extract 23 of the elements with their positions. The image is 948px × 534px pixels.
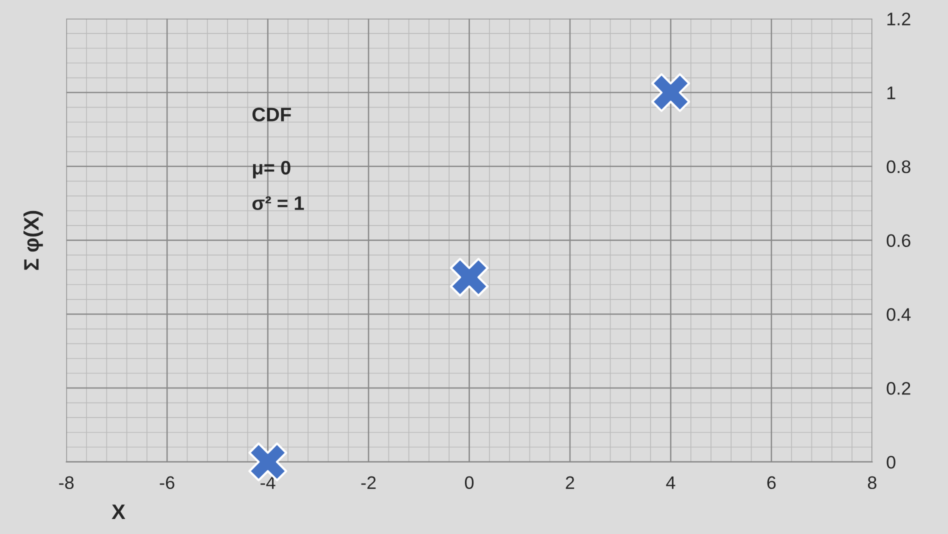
y-tick-label: 0.2 [886, 382, 910, 395]
x-axis-title: X [112, 504, 126, 519]
x-tick-label: 2 [566, 476, 574, 489]
x-tick-label: -4 [260, 476, 276, 489]
x-tick-label: 8 [868, 476, 876, 490]
y-tick-label: 0.8 [886, 160, 910, 174]
x-tick-label: 0 [464, 476, 474, 490]
annotation: σ² = 1 [252, 196, 304, 210]
annotation: CDF [252, 108, 291, 122]
x-tick-label: 6 [767, 476, 776, 490]
annotation: μ= 0 [253, 160, 290, 178]
y-axis-title: Σ φ(X) [23, 210, 43, 270]
x-tick-label: -2 [361, 476, 376, 489]
point [651, 73, 690, 112]
y-tick-label: 1.2 [887, 12, 910, 26]
y-tick-label: 0.4 [886, 308, 911, 321]
y-tick-label: 1 [887, 86, 896, 100]
x-tick-label: -8 [59, 476, 74, 490]
point [450, 258, 489, 297]
x-tick-label: -6 [160, 476, 174, 490]
y-tick-label: 0 [886, 456, 896, 469]
x-tick-label: 4 [666, 476, 676, 489]
y-tick-label: 0.6 [886, 234, 910, 248]
